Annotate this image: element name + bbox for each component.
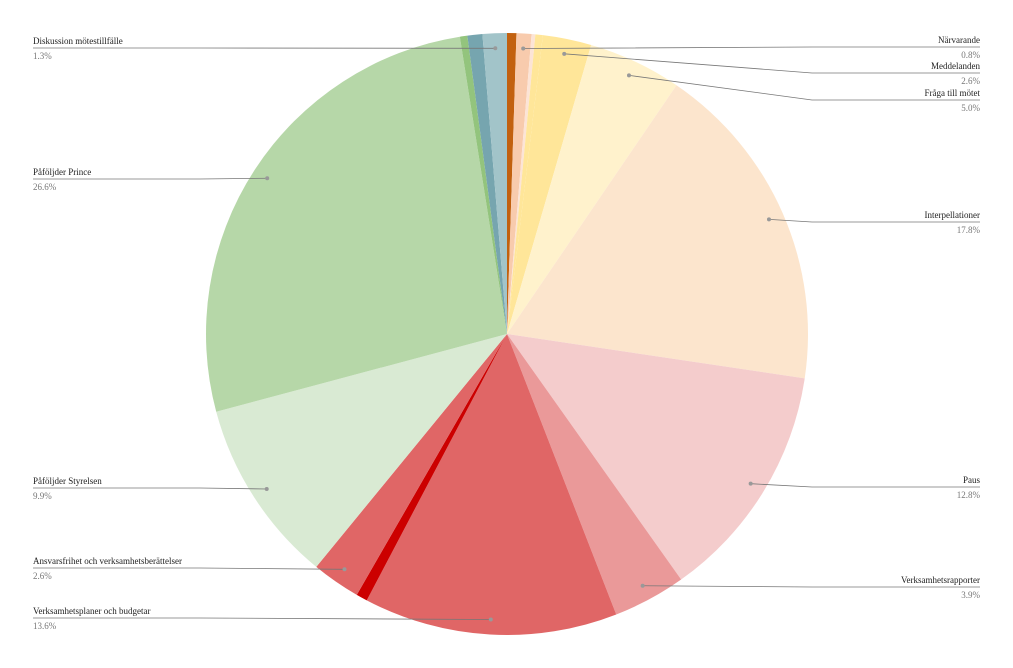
- slice-label: Meddelanden: [931, 61, 980, 71]
- slice-label: Diskussion mötestillfälle: [33, 36, 123, 46]
- slice-value-label: 2.6%: [961, 76, 980, 86]
- pie-slice: [507, 34, 543, 334]
- slice-label: Påföljder Styrelsen: [33, 476, 102, 486]
- pie-slice: [316, 334, 507, 595]
- slice-value-label: 1.3%: [33, 51, 52, 61]
- pie-slice: [507, 33, 532, 335]
- slice-value-label: 3.9%: [961, 590, 980, 600]
- slice-label: Paus: [963, 475, 981, 485]
- pie-slice: [507, 334, 805, 580]
- pie-slice: [507, 34, 536, 335]
- pie-slice: [507, 33, 517, 334]
- pie-slice: [216, 334, 507, 567]
- leader-dot: [640, 583, 645, 588]
- pie-slice: [366, 334, 617, 635]
- pie-slice: [459, 35, 507, 334]
- leader-line: [750, 483, 980, 488]
- slice-value-label: 9.9%: [33, 491, 52, 501]
- leader-dot: [562, 51, 567, 56]
- leader-line: [33, 177, 268, 180]
- pie-slice: [205, 36, 507, 412]
- slice-label: Verksamhetsplaner och budgetar: [33, 606, 150, 616]
- slice-value-label: 5.0%: [961, 103, 980, 113]
- slice-value-label: 12.8%: [957, 490, 981, 500]
- leader-dot: [521, 46, 526, 51]
- leader-dot: [748, 481, 753, 486]
- leader-line: [33, 567, 345, 570]
- leader-dot: [488, 617, 493, 622]
- slice-label: Fråga till mötet: [925, 88, 981, 98]
- slice-label: Interpellationer: [925, 210, 980, 220]
- slice-label: Närvarande: [938, 35, 980, 45]
- leader-dot: [766, 217, 771, 222]
- leader-dot: [342, 567, 347, 572]
- pie-slice: [467, 34, 507, 335]
- slice-value-label: 26.6%: [33, 182, 57, 192]
- slice-value-label: 17.8%: [957, 225, 981, 235]
- leader-line: [523, 46, 980, 49]
- leader-dot: [493, 46, 498, 51]
- leader-line: [33, 487, 267, 490]
- pie-slice: [482, 33, 507, 334]
- slice-value-label: 2.6%: [33, 571, 52, 581]
- pie-slice: [507, 35, 592, 335]
- leader-dot: [265, 176, 270, 181]
- slice-value-label: 13.6%: [33, 621, 57, 631]
- leader-line: [33, 617, 491, 620]
- pie-slice: [507, 334, 682, 615]
- slice-label: Ansvarsfrihet och verksamhetsberättelser: [33, 556, 182, 566]
- leader-dot: [264, 487, 269, 492]
- leader-dot: [626, 73, 631, 78]
- pie-slice: [356, 334, 507, 601]
- leader-line: [768, 218, 980, 223]
- slice-label: Påföljder Prince: [33, 167, 91, 177]
- pie-slice: [507, 85, 808, 379]
- leader-line: [564, 53, 980, 74]
- slice-label: Verksamhetsrapporter: [901, 575, 980, 585]
- leader-line: [628, 74, 980, 101]
- slice-value-label: 0.8%: [961, 50, 980, 60]
- pie-slice: [507, 44, 677, 334]
- leader-line: [642, 585, 980, 588]
